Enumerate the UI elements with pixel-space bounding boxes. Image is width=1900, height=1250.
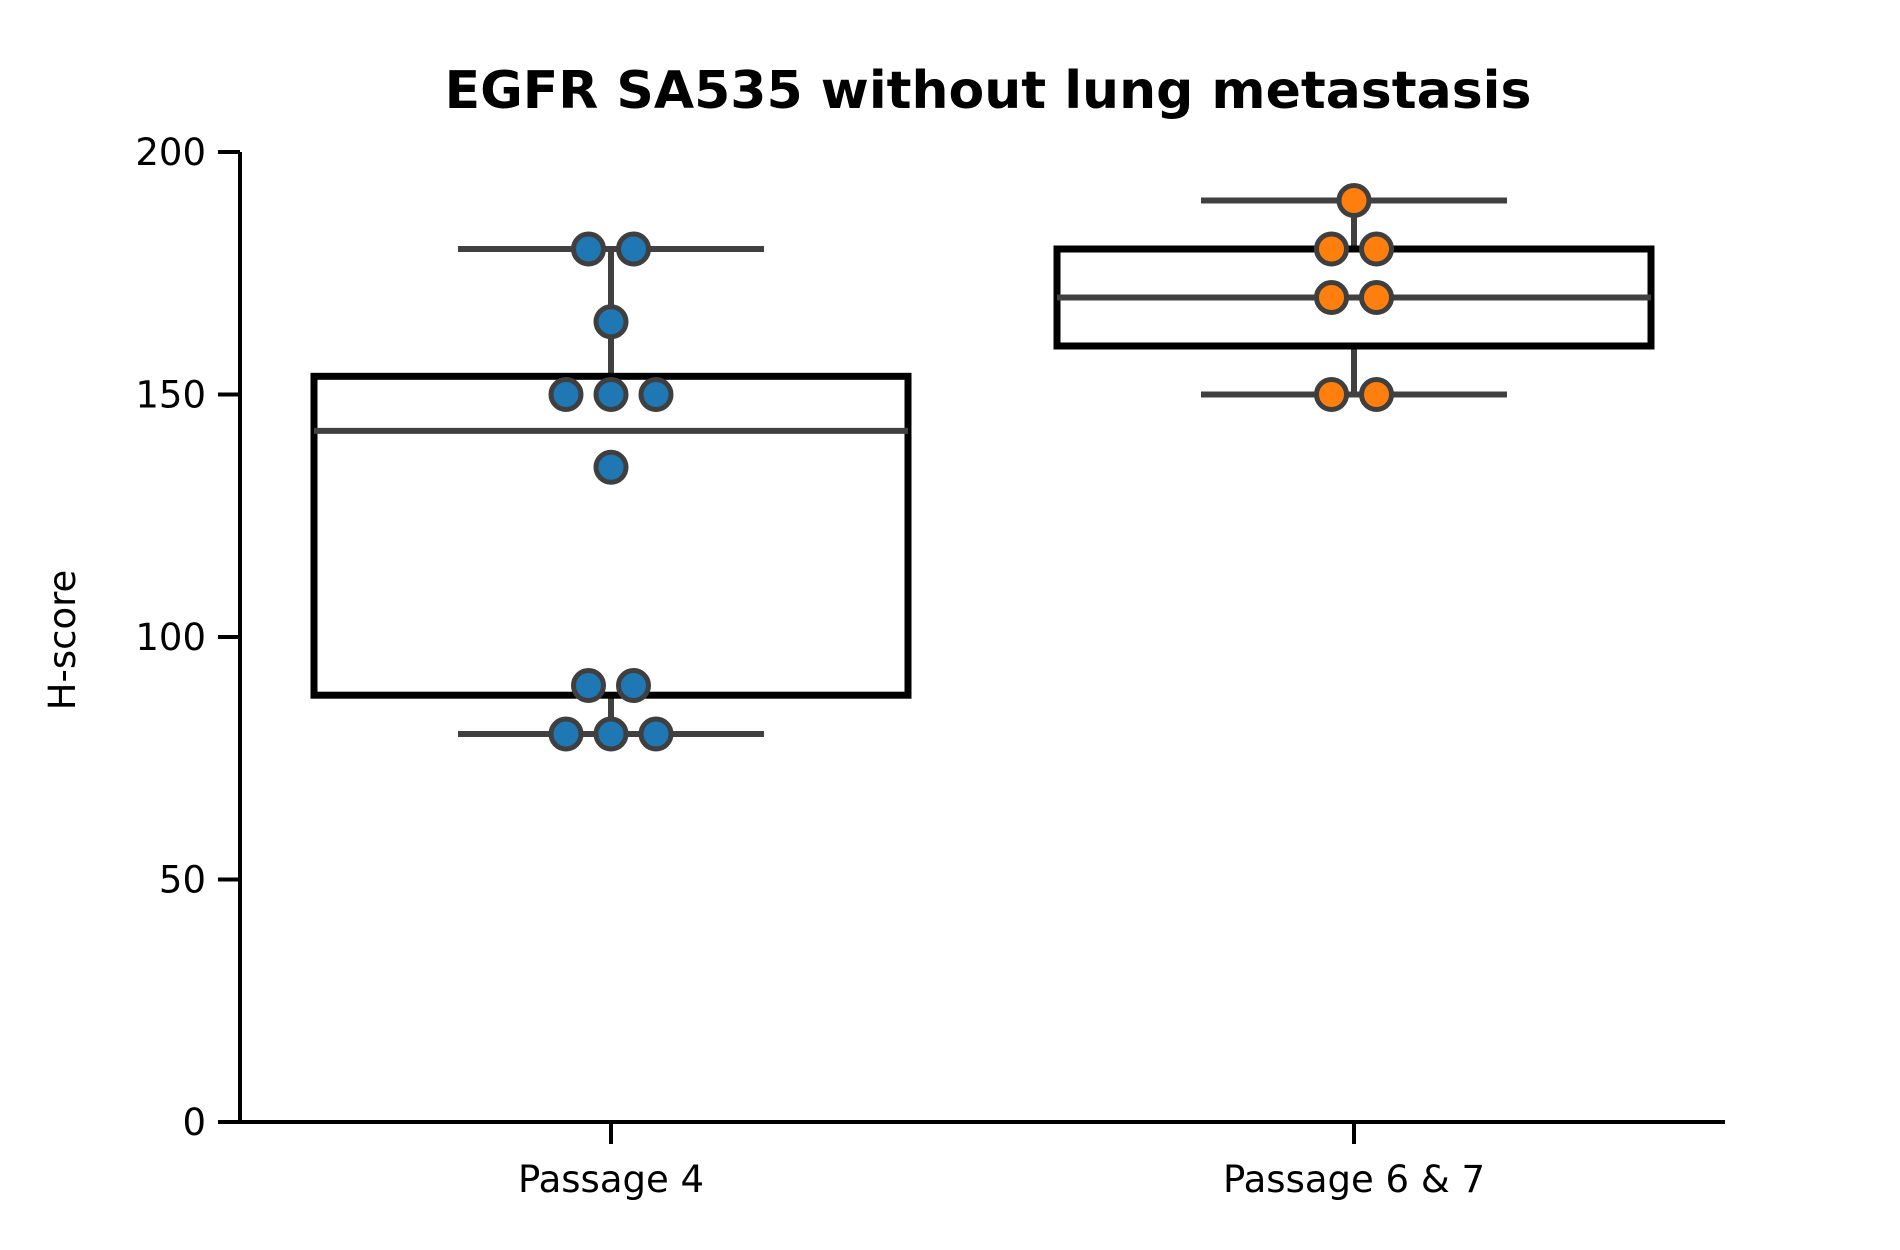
data-point xyxy=(616,231,651,267)
data-point xyxy=(593,377,629,412)
y-tick-label: 100 xyxy=(135,616,206,659)
box-group xyxy=(310,231,912,752)
data-point xyxy=(1359,231,1394,267)
data-point xyxy=(616,668,651,703)
axes: 0 50 100 150 200 Passage 4 Passage 6 & 7 xyxy=(135,131,1725,1201)
x-tick-label: Passage 6 & 7 xyxy=(1223,1158,1485,1201)
data-point xyxy=(548,377,584,412)
data-point xyxy=(1359,377,1394,412)
data-point xyxy=(638,716,674,752)
y-tick-label: 0 xyxy=(182,1101,206,1144)
box-group xyxy=(1053,183,1655,412)
y-tick-label: 200 xyxy=(135,131,206,174)
y-axis-label: H-score xyxy=(41,570,84,711)
y-tick-label: 50 xyxy=(159,859,206,902)
x-tick-label: Passage 4 xyxy=(518,1158,704,1201)
data-point xyxy=(548,716,584,752)
data-point xyxy=(593,449,629,485)
chart-title: EGFR SA535 without lung metastasis xyxy=(445,61,1532,121)
data-point xyxy=(1314,231,1349,267)
box xyxy=(310,372,912,699)
data-point xyxy=(1336,183,1372,218)
data-point xyxy=(1359,280,1394,315)
data-point xyxy=(571,668,606,703)
data-point xyxy=(593,716,629,752)
data-point xyxy=(1314,377,1349,412)
data-point xyxy=(638,377,674,412)
data-point xyxy=(593,304,629,340)
data-point xyxy=(571,231,606,267)
plot-area xyxy=(310,183,1655,752)
data-point xyxy=(1314,280,1349,315)
y-tick-label: 150 xyxy=(135,374,206,417)
